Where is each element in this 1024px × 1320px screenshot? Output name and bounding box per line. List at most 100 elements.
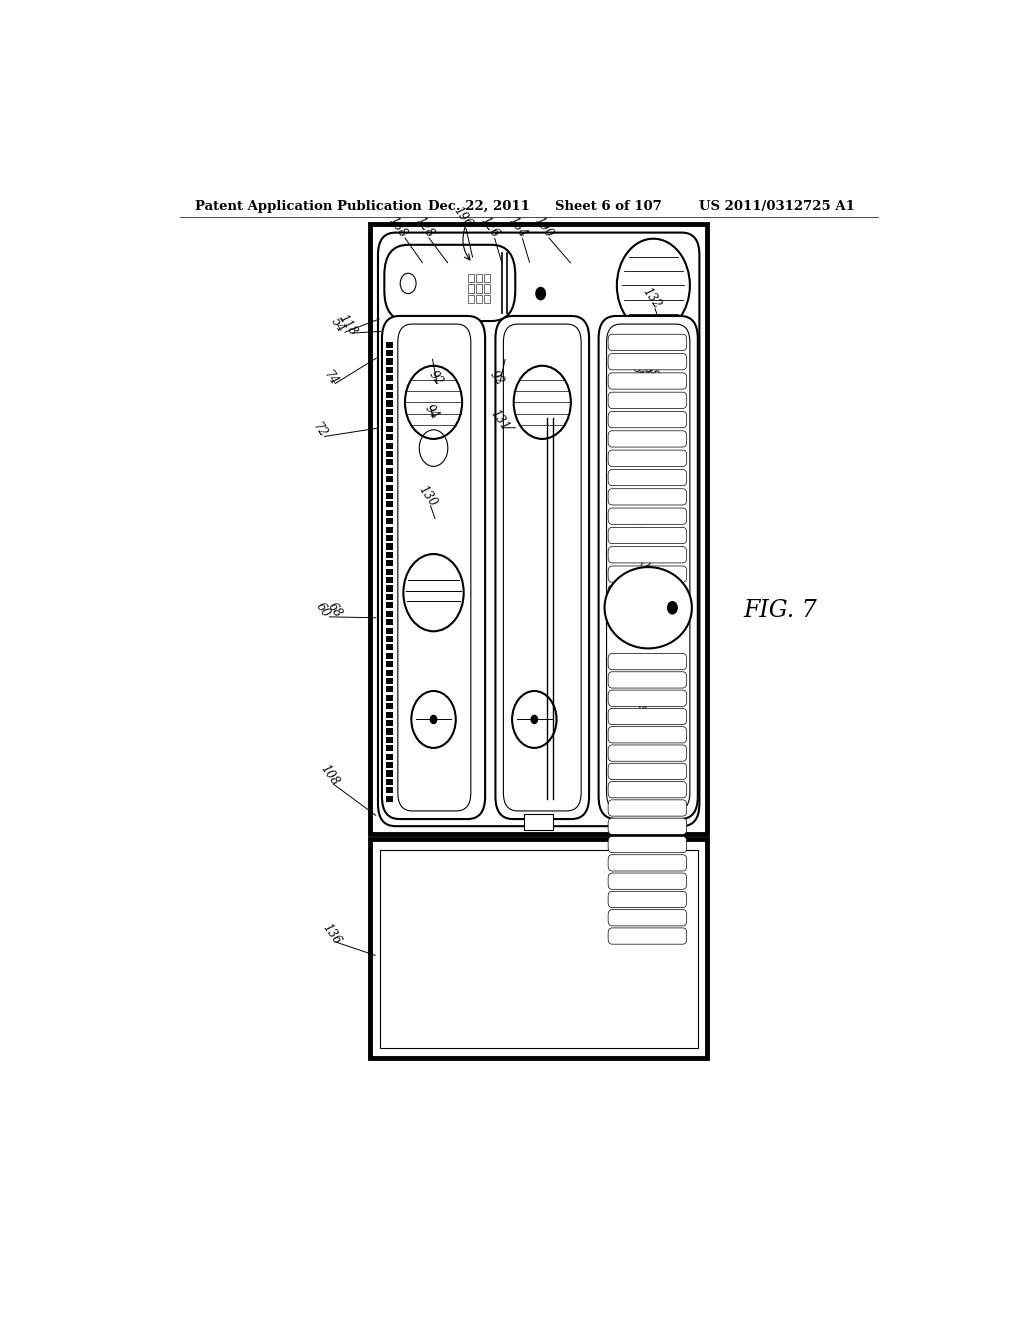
FancyBboxPatch shape [378,232,699,826]
Text: 68: 68 [325,599,344,619]
Bar [386,602,393,609]
Bar [386,434,393,441]
Bar [386,519,393,524]
Bar [386,527,393,533]
Text: 60: 60 [313,599,333,619]
Text: 108: 108 [317,763,341,788]
Bar [386,560,393,566]
Bar [386,451,393,457]
Bar [386,426,393,432]
Text: 134: 134 [506,215,529,240]
Bar [524,814,553,830]
Bar [468,275,474,282]
FancyBboxPatch shape [608,763,687,780]
Bar [386,787,393,793]
Bar [370,224,708,834]
Bar [386,686,393,693]
Bar [386,737,393,743]
Text: Dec. 22, 2011: Dec. 22, 2011 [428,199,529,213]
Text: 94: 94 [422,403,441,422]
FancyBboxPatch shape [608,672,687,688]
Bar [386,711,393,718]
Bar [386,669,393,676]
FancyBboxPatch shape [608,727,687,743]
Bar [386,619,393,626]
Bar [386,492,393,499]
FancyBboxPatch shape [608,450,687,466]
Bar [483,284,489,293]
Bar [386,586,393,591]
Bar [386,611,393,616]
FancyBboxPatch shape [608,873,687,890]
Bar [475,275,482,282]
FancyBboxPatch shape [608,800,687,816]
FancyBboxPatch shape [608,837,687,853]
FancyBboxPatch shape [608,909,687,925]
Bar [386,417,393,424]
Bar [386,577,393,583]
Text: 72: 72 [630,603,649,623]
Bar [386,409,393,414]
FancyBboxPatch shape [608,855,687,871]
FancyBboxPatch shape [608,891,687,908]
Bar [386,342,393,347]
Bar [386,678,393,684]
Bar [386,535,393,541]
FancyBboxPatch shape [384,244,515,321]
Text: 74: 74 [321,368,340,388]
Bar [386,367,393,374]
FancyBboxPatch shape [608,653,687,669]
FancyBboxPatch shape [608,709,687,725]
Text: FIG. 7: FIG. 7 [743,599,817,622]
Bar [386,544,393,549]
Bar [386,627,393,634]
Ellipse shape [604,568,692,648]
Text: 62: 62 [630,524,649,544]
Text: 131: 131 [487,408,511,433]
FancyBboxPatch shape [608,488,687,506]
Text: 188: 188 [386,215,410,240]
Bar [475,284,482,293]
Text: 118: 118 [335,312,358,338]
Bar [370,840,708,1057]
Bar [483,294,489,302]
Text: 130: 130 [416,483,439,508]
FancyBboxPatch shape [608,508,687,524]
FancyBboxPatch shape [608,334,687,351]
Bar [475,294,482,302]
FancyBboxPatch shape [608,566,687,582]
FancyBboxPatch shape [608,744,687,762]
Bar [386,484,393,491]
Bar [386,459,393,466]
Bar [386,375,393,381]
FancyBboxPatch shape [599,315,697,818]
Bar [386,796,393,801]
Text: US 2011/0312725 A1: US 2011/0312725 A1 [699,199,855,213]
Bar [386,392,393,399]
FancyBboxPatch shape [608,470,687,486]
Circle shape [531,715,538,723]
Bar [386,762,393,768]
Text: 54: 54 [328,315,347,335]
Bar [386,729,393,734]
FancyBboxPatch shape [608,412,687,428]
FancyBboxPatch shape [608,585,687,602]
FancyBboxPatch shape [608,546,687,562]
Text: 76: 76 [630,696,649,715]
Bar [386,694,393,701]
Bar [386,771,393,776]
Bar [386,359,393,364]
Bar [386,779,393,785]
Text: 58: 58 [641,362,660,381]
Bar [386,502,393,507]
Text: 132: 132 [640,285,664,312]
FancyBboxPatch shape [608,354,687,370]
Text: 196: 196 [452,205,475,230]
Circle shape [430,715,436,723]
Bar [386,661,393,667]
FancyBboxPatch shape [382,315,485,818]
FancyBboxPatch shape [608,818,687,834]
Bar [386,510,393,516]
Bar [386,653,393,659]
Text: 92: 92 [426,368,445,388]
